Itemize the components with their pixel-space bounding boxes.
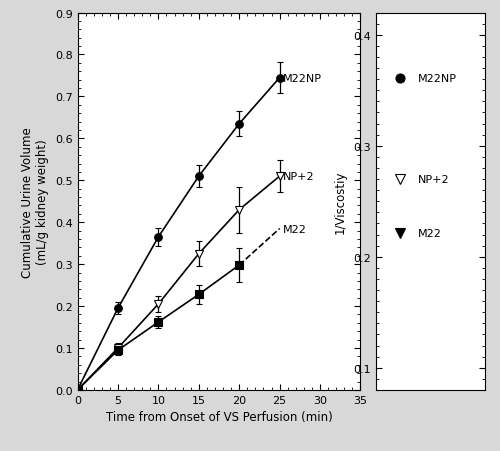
Text: NP+2: NP+2 [283,172,314,182]
Text: M22NP: M22NP [418,74,457,84]
Text: NP+2: NP+2 [418,175,449,184]
X-axis label: Time from Onset of VS Perfusion (min): Time from Onset of VS Perfusion (min) [106,410,332,423]
Text: M22: M22 [283,224,306,234]
Y-axis label: Cumulative Urine Volume
(mL/g kidney weight): Cumulative Urine Volume (mL/g kidney wei… [22,127,50,277]
Text: M22: M22 [418,229,442,239]
Text: M22NP: M22NP [283,74,322,83]
Y-axis label: 1/Viscostiy: 1/Viscostiy [334,170,346,234]
